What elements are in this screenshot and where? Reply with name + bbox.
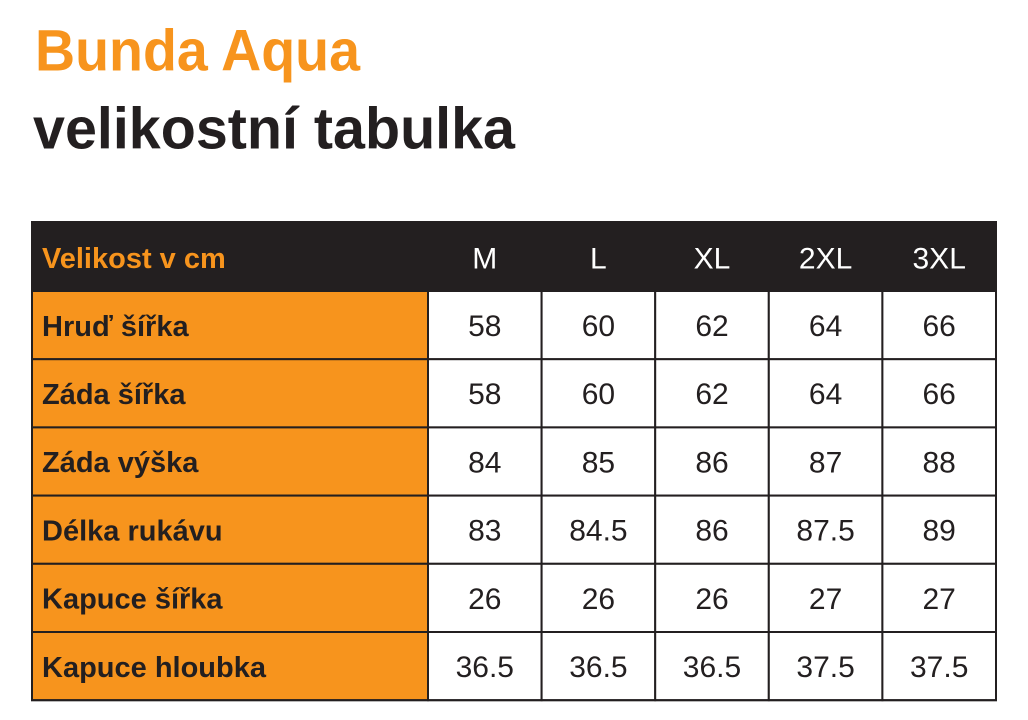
value-cell xyxy=(767,494,884,565)
cell-value: 26 xyxy=(582,583,615,616)
cell-value: 62 xyxy=(695,310,728,343)
row-label-cell xyxy=(31,631,429,702)
table-border xyxy=(31,221,997,702)
value-cell xyxy=(881,494,998,565)
cell-value: 86 xyxy=(695,515,728,548)
cell-value: 27 xyxy=(923,583,956,616)
cell-value: 60 xyxy=(582,378,615,411)
value-cell xyxy=(654,358,770,429)
row-label: Délka rukávu xyxy=(42,515,223,547)
row-label: Záda výška xyxy=(42,447,199,479)
row-label-cell xyxy=(31,562,429,633)
row-label-cell xyxy=(31,426,429,497)
cell-value: 36.5 xyxy=(456,651,514,684)
cell-value: 66 xyxy=(923,378,956,411)
value-cell xyxy=(540,290,657,361)
cell-value: 87.5 xyxy=(796,515,854,548)
row-label: Hruď šířka xyxy=(42,311,189,343)
row-label: Kapuce šířka xyxy=(42,584,223,616)
cell-value: 62 xyxy=(695,378,728,411)
value-cell xyxy=(654,426,770,497)
corner-label: Velikost v cm xyxy=(42,243,226,275)
title: Bunda Aqua xyxy=(35,18,361,83)
row-label: Kapuce hloubka xyxy=(42,652,267,684)
value-cell xyxy=(427,290,543,361)
value-cell xyxy=(881,562,998,633)
size-header: L xyxy=(590,242,607,275)
value-cell xyxy=(540,358,657,429)
value-cell xyxy=(767,426,884,497)
cell-value: 83 xyxy=(468,515,501,548)
cell-value: 26 xyxy=(468,583,501,616)
value-cell xyxy=(881,358,998,429)
value-cell xyxy=(427,426,543,497)
cell-value: 64 xyxy=(809,310,842,343)
cell-value: 37.5 xyxy=(796,651,854,684)
cell-value: 66 xyxy=(923,310,956,343)
cell-value: 84.5 xyxy=(569,515,627,548)
size-header: 2XL xyxy=(799,242,852,275)
cell-value: 58 xyxy=(468,378,501,411)
cell-value: 88 xyxy=(923,446,956,479)
cell-value: 27 xyxy=(809,583,842,616)
cell-value: 87 xyxy=(809,446,842,479)
value-cell xyxy=(654,494,770,565)
cell-value: 58 xyxy=(468,310,501,343)
size-header: M xyxy=(472,242,497,275)
size-table: Velikost v cm M L XL 2XL 3XL Hruď šířka 58 60 62 6… xyxy=(31,221,998,702)
cell-value: 89 xyxy=(923,515,956,548)
size-header: 3XL xyxy=(913,242,966,275)
header-row xyxy=(32,222,996,291)
size-header: XL xyxy=(694,242,731,275)
value-cell xyxy=(767,562,884,633)
value-cell xyxy=(881,426,998,497)
value-cell xyxy=(540,426,657,497)
cell-value: 36.5 xyxy=(683,651,741,684)
row-label-cell xyxy=(31,290,429,361)
value-cell xyxy=(540,494,657,565)
cell-value: 84 xyxy=(468,446,501,479)
cell-value: 26 xyxy=(695,583,728,616)
value-cell xyxy=(427,358,543,429)
cell-value: 85 xyxy=(582,446,615,479)
row-label: Záda šířka xyxy=(42,379,186,411)
cell-value: 64 xyxy=(809,378,842,411)
cell-value: 86 xyxy=(695,446,728,479)
cell-value: 60 xyxy=(582,310,615,343)
cell-value: 36.5 xyxy=(569,651,627,684)
cell-value: 37.5 xyxy=(910,651,968,684)
subtitle: velikostní tabulka xyxy=(33,96,516,161)
value-cell xyxy=(427,562,543,633)
